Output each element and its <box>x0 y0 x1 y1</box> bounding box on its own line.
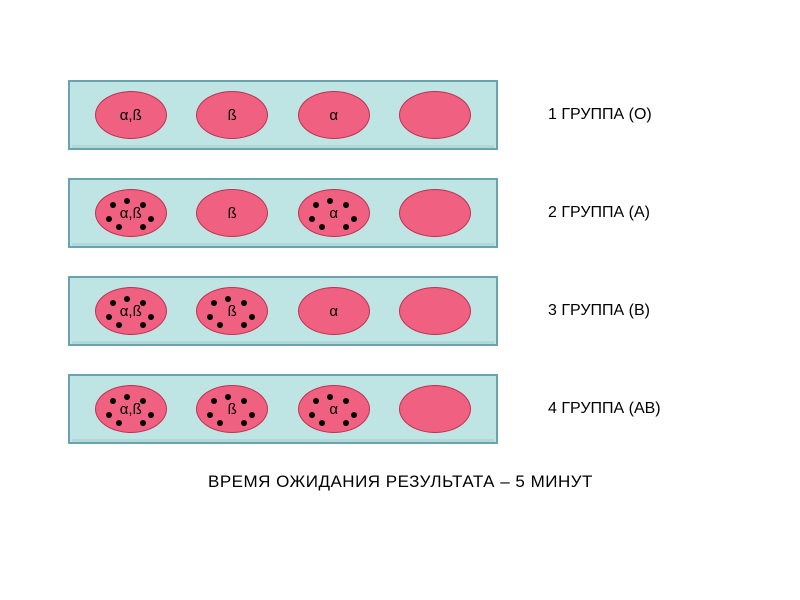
test-plate: α,ß ß α <box>68 178 498 248</box>
serum-label: α <box>329 107 338 124</box>
test-plate: α,ß ß α <box>68 374 498 444</box>
test-plate: α,ß ß α <box>68 276 498 346</box>
blood-spot: α <box>298 287 370 335</box>
serum-label: ß <box>228 401 237 418</box>
blood-spot <box>399 287 471 335</box>
blood-spot-agglutinated: α <box>298 189 370 237</box>
serum-label: α,ß <box>120 205 142 222</box>
group-label: 1 ГРУППА (О) <box>548 106 652 124</box>
blood-spot-agglutinated: α <box>298 385 370 433</box>
blood-spot: ß <box>196 189 268 237</box>
group-row: α,ß ß α 1 ГРУППА (О) <box>68 80 800 150</box>
blood-spot <box>399 189 471 237</box>
serum-label: ß <box>228 303 237 320</box>
serum-label: α <box>329 303 338 320</box>
group-label: 2 ГРУППА (А) <box>548 204 650 222</box>
group-row: α,ß ß α 2 ГРУППА (А) <box>68 178 800 248</box>
blood-spot <box>399 91 471 139</box>
group-row: α,ß ß α <box>68 374 800 444</box>
serum-label: α,ß <box>120 303 142 320</box>
serum-label: α,ß <box>120 401 142 418</box>
serum-label: ß <box>228 205 237 222</box>
blood-spot-agglutinated: ß <box>196 287 268 335</box>
serum-label: α <box>329 401 338 418</box>
group-row: α,ß ß α 3 ГРУППА (В) <box>68 276 800 346</box>
serum-label: ß <box>228 107 237 124</box>
group-label: 3 ГРУППА (В) <box>548 302 650 320</box>
serum-label: α <box>329 205 338 222</box>
blood-spot: α,ß <box>95 91 167 139</box>
blood-spot: ß <box>196 91 268 139</box>
blood-spot <box>399 385 471 433</box>
diagram-container: α,ß ß α 1 ГРУППА (О) α,ß <box>0 0 800 492</box>
blood-spot-agglutinated: ß <box>196 385 268 433</box>
blood-spot-agglutinated: α,ß <box>95 385 167 433</box>
test-plate: α,ß ß α <box>68 80 498 150</box>
blood-spot-agglutinated: α,ß <box>95 189 167 237</box>
serum-label: α,ß <box>120 107 142 124</box>
caption: ВРЕМЯ ОЖИДАНИЯ РЕЗУЛЬТАТА – 5 МИНУТ <box>208 472 800 492</box>
group-label: 4 ГРУППА (АВ) <box>548 400 661 418</box>
blood-spot: α <box>298 91 370 139</box>
blood-spot-agglutinated: α,ß <box>95 287 167 335</box>
